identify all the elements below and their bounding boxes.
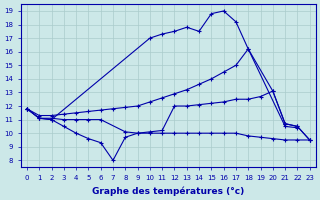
X-axis label: Graphe des températures (°c): Graphe des températures (°c) bbox=[92, 186, 244, 196]
